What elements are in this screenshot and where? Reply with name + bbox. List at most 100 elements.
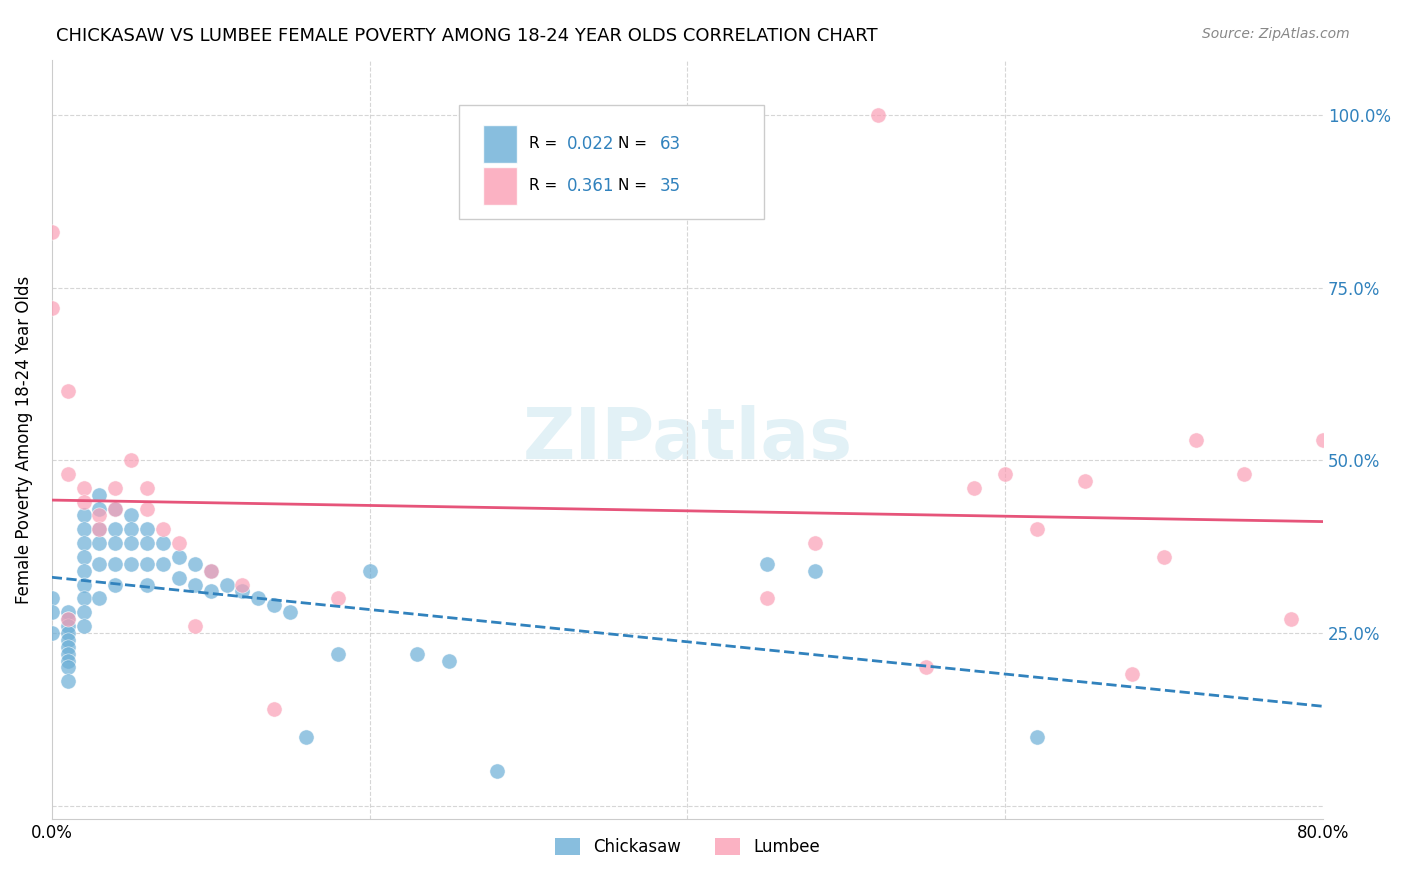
FancyBboxPatch shape	[482, 125, 517, 163]
Point	[104, 522, 127, 536]
Point	[136, 522, 159, 536]
Point	[72, 494, 94, 508]
Point	[278, 605, 301, 619]
Point	[41, 626, 63, 640]
Point	[485, 764, 508, 778]
Point	[56, 467, 79, 481]
Point	[167, 571, 190, 585]
Point	[41, 591, 63, 606]
Point	[56, 612, 79, 626]
Point	[326, 647, 349, 661]
Point	[104, 481, 127, 495]
Point	[89, 591, 111, 606]
Point	[1312, 433, 1334, 447]
Point	[56, 612, 79, 626]
Point	[914, 660, 936, 674]
Point	[295, 730, 318, 744]
Point	[200, 564, 222, 578]
FancyBboxPatch shape	[458, 105, 763, 219]
Text: N =: N =	[617, 178, 651, 194]
Point	[72, 577, 94, 591]
Point	[89, 522, 111, 536]
Text: R =: R =	[529, 136, 561, 152]
Point	[120, 508, 142, 523]
Point	[231, 584, 253, 599]
Point	[231, 577, 253, 591]
Point	[200, 564, 222, 578]
Point	[263, 599, 285, 613]
Point	[89, 501, 111, 516]
Point	[41, 301, 63, 316]
Point	[120, 522, 142, 536]
Point	[89, 536, 111, 550]
Text: N =: N =	[617, 136, 651, 152]
Point	[1074, 474, 1097, 488]
Point	[1185, 433, 1208, 447]
Text: ZIPatlas: ZIPatlas	[523, 405, 852, 474]
Point	[56, 632, 79, 647]
Point	[136, 577, 159, 591]
FancyBboxPatch shape	[482, 167, 517, 205]
Point	[104, 501, 127, 516]
Point	[167, 549, 190, 564]
Point	[104, 536, 127, 550]
Point	[72, 522, 94, 536]
Point	[72, 564, 94, 578]
Point	[89, 557, 111, 571]
Point	[263, 702, 285, 716]
Point	[72, 508, 94, 523]
Legend: Chickasaw, Lumbee: Chickasaw, Lumbee	[547, 830, 828, 864]
Point	[184, 577, 207, 591]
Text: 63: 63	[659, 135, 681, 153]
Point	[56, 640, 79, 654]
Point	[56, 605, 79, 619]
Point	[72, 605, 94, 619]
Point	[1279, 612, 1302, 626]
Point	[41, 605, 63, 619]
Point	[120, 557, 142, 571]
Point	[72, 481, 94, 495]
Point	[215, 577, 238, 591]
Point	[72, 591, 94, 606]
Point	[72, 536, 94, 550]
Point	[56, 384, 79, 399]
Point	[868, 108, 890, 122]
Point	[89, 488, 111, 502]
Point	[962, 481, 984, 495]
Point	[152, 557, 174, 571]
Point	[755, 591, 778, 606]
Point	[56, 674, 79, 689]
Point	[120, 453, 142, 467]
Point	[200, 584, 222, 599]
Point	[1121, 667, 1143, 681]
Point	[755, 557, 778, 571]
Point	[104, 577, 127, 591]
Point	[136, 557, 159, 571]
Point	[803, 536, 825, 550]
Point	[359, 564, 381, 578]
Point	[1153, 549, 1175, 564]
Point	[1026, 730, 1049, 744]
Point	[120, 536, 142, 550]
Point	[41, 225, 63, 239]
Point	[406, 647, 429, 661]
Point	[89, 522, 111, 536]
Text: CHICKASAW VS LUMBEE FEMALE POVERTY AMONG 18-24 YEAR OLDS CORRELATION CHART: CHICKASAW VS LUMBEE FEMALE POVERTY AMONG…	[56, 27, 877, 45]
Point	[72, 619, 94, 633]
Point	[994, 467, 1017, 481]
Point	[247, 591, 270, 606]
Point	[1026, 522, 1049, 536]
Point	[1233, 467, 1256, 481]
Point	[56, 619, 79, 633]
Point	[56, 647, 79, 661]
Text: 35: 35	[659, 177, 681, 194]
Text: R =: R =	[529, 178, 561, 194]
Y-axis label: Female Poverty Among 18-24 Year Olds: Female Poverty Among 18-24 Year Olds	[15, 276, 32, 604]
Point	[167, 536, 190, 550]
Point	[152, 536, 174, 550]
Point	[326, 591, 349, 606]
Point	[803, 564, 825, 578]
Point	[56, 660, 79, 674]
Text: Source: ZipAtlas.com: Source: ZipAtlas.com	[1202, 27, 1350, 41]
Point	[104, 501, 127, 516]
